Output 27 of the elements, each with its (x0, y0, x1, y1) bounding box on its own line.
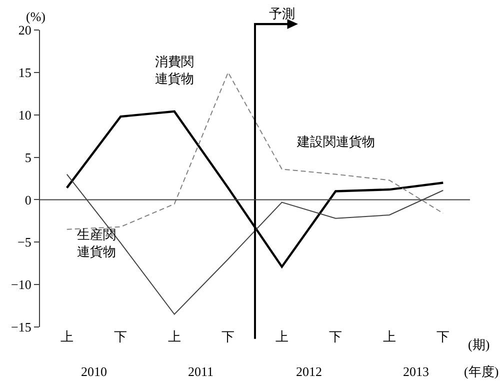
series-label: 建設関連貨物 (296, 135, 375, 150)
y-tick-label: 0 (24, 192, 32, 208)
y-tick-label: 10 (18, 107, 32, 122)
y-tick-label: −15 (11, 320, 32, 335)
series-label: 生産関連貨物 (77, 227, 116, 260)
x-tick-label: 上 (275, 329, 288, 344)
y-tick-label: −10 (11, 277, 32, 292)
x-tick-label: 下 (436, 329, 450, 344)
text: 2010 (81, 364, 107, 379)
y-tick-label: 5 (24, 150, 32, 165)
text: 2013 (403, 364, 429, 379)
text: 予測 (269, 6, 295, 21)
y-axis-title: (%) (26, 9, 46, 24)
x-axis-title: (期) (468, 337, 490, 352)
text: 2011 (188, 364, 214, 379)
y-tick-label: −5 (18, 234, 32, 250)
text: (年度) (464, 364, 499, 379)
y-tick-label: 15 (18, 64, 32, 80)
x-tick-label: 上 (382, 329, 396, 344)
x-tick-label: 下 (222, 329, 235, 344)
y-tick-label: 20 (18, 22, 32, 38)
x-tick-label: 下 (329, 329, 342, 344)
x-tick-label: 下 (114, 329, 128, 344)
x-tick-label: 上 (60, 329, 74, 344)
text: 消費関連貨物 (155, 55, 194, 87)
text: 2012 (296, 364, 322, 379)
x-tick-label: 上 (168, 329, 181, 344)
